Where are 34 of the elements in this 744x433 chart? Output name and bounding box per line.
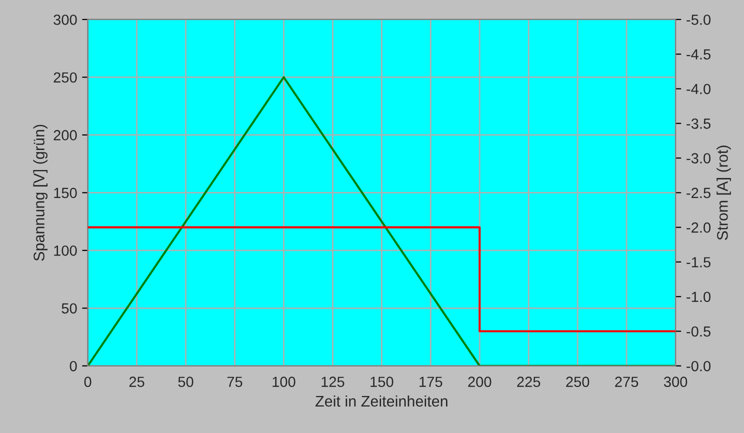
- y-tick-label: 200: [54, 130, 77, 140]
- y2-tick-label: -0.0: [686, 360, 711, 372]
- x-tick-label: 0: [84, 376, 92, 388]
- x-tick-label: 250: [566, 376, 590, 388]
- y2-tick-label: -1.0: [686, 292, 711, 302]
- y-tick-label: 300: [54, 14, 77, 25]
- y2-tick-label: -2.5: [686, 188, 710, 198]
- y2-tick-label: -4.5: [686, 49, 710, 60]
- x-tick-label: 75: [227, 376, 242, 388]
- x-tick-label: 300: [664, 376, 688, 388]
- x-tick-label: 150: [370, 376, 394, 388]
- x-tick-label: 25: [129, 376, 144, 388]
- y-tick-label: 150: [54, 188, 77, 198]
- x-tick-label: 100: [272, 376, 296, 388]
- x-tick-label: 225: [517, 376, 540, 388]
- y2-axis-title: Strom [A] (rot): [716, 146, 731, 240]
- y2-tick-label: -1.5: [686, 257, 710, 268]
- y-tick-label: 250: [54, 72, 77, 83]
- y2-tick-label: -3.5: [686, 118, 710, 129]
- y2-tick-label: -3.0: [686, 153, 711, 164]
- y-axis-title: Spannung [V] (grün): [33, 124, 48, 261]
- x-tick-label: 125: [322, 376, 344, 388]
- x-axis-title: Zeit in Zeiteinheiten: [315, 395, 448, 407]
- y-tick-label: 0: [70, 360, 77, 372]
- y2-tick-label: -4.0: [686, 84, 711, 94]
- y2-tick-label: -0.5: [686, 326, 710, 337]
- y2-tick-label: -5.0: [686, 14, 711, 25]
- y-tick-label: 50: [62, 303, 77, 314]
- x-tick-label: 175: [420, 376, 442, 388]
- x-tick-label: 275: [615, 376, 638, 388]
- x-tick-label: 200: [468, 376, 492, 388]
- x-tick-label: 50: [178, 376, 194, 388]
- y2-tick-label: -2.0: [686, 222, 711, 233]
- y-tick-label: 100: [54, 246, 77, 256]
